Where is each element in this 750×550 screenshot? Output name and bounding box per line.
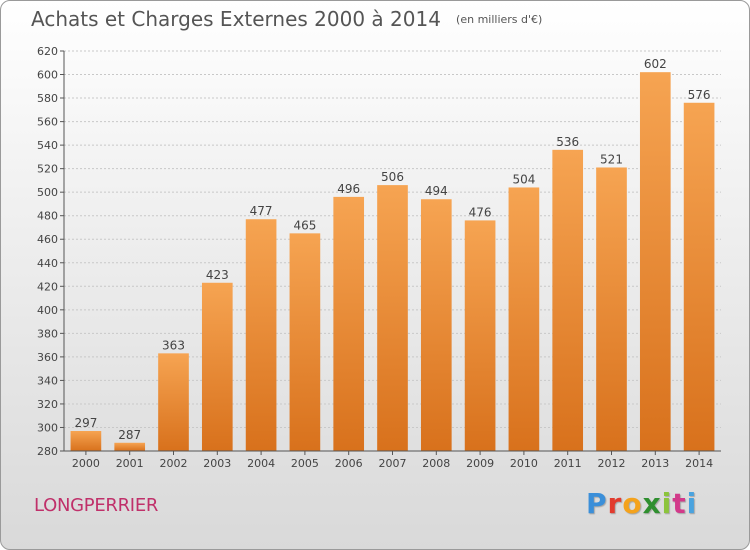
- bar-value-label: 504: [512, 172, 535, 186]
- bar-value-label: 423: [206, 268, 229, 282]
- y-tick-label: 380: [37, 327, 58, 340]
- y-tick-label: 440: [37, 257, 58, 270]
- bar-value-label: 476: [469, 205, 492, 219]
- bar-2008: [420, 199, 452, 451]
- x-tick-label: 2014: [685, 457, 713, 470]
- y-tick-label: 480: [37, 210, 58, 223]
- y-tick-label: 460: [37, 233, 58, 246]
- y-tick-label: 420: [37, 280, 58, 293]
- x-tick-label: 2008: [422, 457, 450, 470]
- bar-value-label: 287: [118, 428, 141, 442]
- x-tick-label: 2005: [291, 457, 319, 470]
- bar-value-label: 496: [337, 182, 360, 196]
- bar-2014: [683, 102, 715, 451]
- y-tick-label: 580: [37, 92, 58, 105]
- bar-2001: [114, 442, 146, 451]
- bar-2010: [508, 187, 540, 451]
- bar-2005: [289, 233, 321, 451]
- bar-2002: [158, 353, 189, 451]
- chart-title: Achats et Charges Externes 2000 à 2014: [31, 7, 441, 31]
- x-tick-label: 2004: [247, 457, 275, 470]
- y-tick-label: 520: [37, 163, 58, 176]
- bar-value-label: 602: [644, 57, 667, 71]
- bar-value-label: 521: [600, 152, 623, 166]
- x-tick-label: 2002: [160, 457, 188, 470]
- bar-value-label: 536: [556, 135, 579, 149]
- y-tick-label: 280: [37, 445, 58, 458]
- bar-2009: [464, 220, 496, 451]
- bar-value-label: 297: [74, 416, 97, 430]
- y-tick-label: 400: [37, 304, 58, 317]
- x-tick-label: 2011: [554, 457, 582, 470]
- x-tick-label: 2000: [72, 457, 100, 470]
- bar-2006: [333, 196, 365, 451]
- y-tick-label: 620: [37, 45, 58, 58]
- bar-value-label: 465: [293, 218, 316, 232]
- x-tick-label: 2012: [598, 457, 626, 470]
- y-tick-label: 500: [37, 186, 58, 199]
- x-tick-label: 2006: [335, 457, 363, 470]
- y-tick-label: 300: [37, 421, 58, 434]
- bar-value-label: 477: [250, 204, 273, 218]
- bar-2013: [639, 72, 671, 452]
- bar-2003: [201, 282, 233, 451]
- x-tick-label: 2007: [379, 457, 407, 470]
- chart-title-block: Achats et Charges Externes 2000 à 2014 (…: [31, 7, 542, 31]
- y-tick-label: 560: [37, 116, 58, 129]
- bar-value-label: 576: [688, 88, 711, 102]
- bar-2012: [596, 167, 627, 451]
- bar-value-label: 494: [425, 184, 448, 198]
- commune-name: LONGPERRIER: [34, 495, 159, 516]
- y-tick-label: 600: [37, 69, 58, 82]
- bar-2007: [377, 185, 408, 451]
- chart-subtitle: (en milliers d'€): [456, 13, 543, 26]
- x-tick-label: 2013: [641, 457, 669, 470]
- y-tick-label: 540: [37, 139, 58, 152]
- x-tick-label: 2010: [510, 457, 538, 470]
- y-tick-label: 320: [37, 398, 58, 411]
- bar-2011: [552, 149, 584, 451]
- proxiti-logo[interactable]: Proxiti: [586, 487, 698, 520]
- x-tick-label: 2009: [466, 457, 494, 470]
- y-tick-label: 360: [37, 351, 58, 364]
- bar-2004: [245, 219, 277, 451]
- x-tick-label: 2003: [203, 457, 231, 470]
- axes: 280 300 320 340 360 380 400 420 440 460 480 500 520 5…: [37, 45, 721, 470]
- bars: 297 287 363 423 477 465 496 506 494 476 504 536 521 6…: [70, 57, 715, 452]
- bar-value-label: 506: [381, 170, 404, 184]
- x-tick-label: 2001: [116, 457, 144, 470]
- y-tick-label: 340: [37, 374, 58, 387]
- bar-2000: [70, 431, 102, 451]
- bar-value-label: 363: [162, 338, 185, 352]
